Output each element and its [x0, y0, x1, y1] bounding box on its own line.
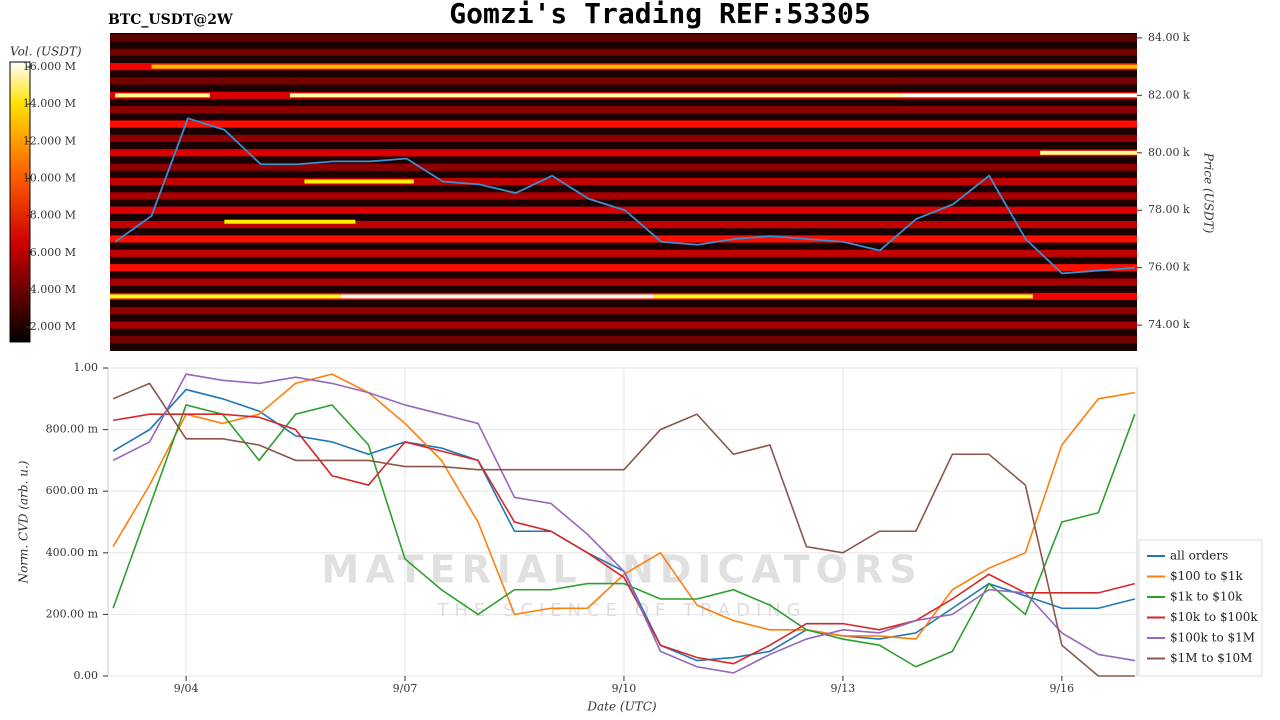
- y-tick-label: 200.00 m: [46, 607, 99, 620]
- heat-row: [110, 48, 1137, 56]
- cvd-line: [112, 382, 1135, 677]
- heat-row: [110, 163, 1137, 171]
- subtitle: BTC_USDT@2W: [108, 12, 233, 28]
- heat-row: [110, 221, 1137, 229]
- cvd-line: [112, 413, 1136, 665]
- y-tick-label: 76.00 k: [1148, 261, 1190, 274]
- liquidity-wall: [289, 93, 902, 98]
- y-tick-label: 600.00 m: [46, 484, 99, 497]
- heat-row: [110, 335, 1137, 344]
- heat-row: [110, 77, 1137, 85]
- colorbar-tick-label: 10.000 M: [23, 171, 76, 184]
- y-axis-label: Price (USDT): [1202, 152, 1216, 234]
- heat-row: [110, 278, 1137, 286]
- heat-row: [110, 149, 1137, 157]
- heat-row: [110, 307, 1137, 315]
- liquidity-wall: [1040, 150, 1137, 155]
- colorbar-tick-label: 16.000 M: [23, 60, 76, 73]
- heat-row: [110, 106, 1137, 114]
- x-axis-label: Date (UTC): [586, 700, 656, 714]
- colorbar-tick-label: 2.000 M: [30, 320, 76, 333]
- liquidity-wall: [340, 294, 655, 299]
- chart-title: Gomzi's Trading REF:53305: [449, 0, 870, 30]
- liquidity-wall: [654, 294, 1033, 299]
- liquidity-wall: [115, 93, 210, 98]
- x-tick-label: 9/04: [174, 682, 199, 695]
- heat-row: [110, 235, 1137, 243]
- liquidity-wall: [151, 64, 1137, 69]
- legend-label: $1M to $10M: [1170, 651, 1252, 665]
- legend: [1138, 539, 1263, 677]
- liquidity-wall: [901, 93, 1137, 98]
- colorbar-tick-label: 4.000 M: [30, 283, 76, 296]
- y-tick-label: 82.00 k: [1148, 88, 1190, 101]
- liquidity-wall: [110, 294, 341, 299]
- x-tick-label: 9/16: [1049, 682, 1074, 695]
- x-tick-label: 9/10: [612, 682, 637, 695]
- x-tick-label: 9/13: [831, 682, 856, 695]
- colorbar-tick-label: 6.000 M: [30, 246, 76, 259]
- legend-label: all orders: [1170, 549, 1228, 563]
- watermark-tagline: THE SCIENCE OF TRADING: [436, 600, 806, 621]
- liquidity-wall: [224, 219, 356, 224]
- colorbar-tick-label: 14.000 M: [23, 97, 76, 110]
- heat-row: [110, 192, 1137, 200]
- legend-label: $10k to $100k: [1170, 610, 1258, 624]
- legend-label: $1k to $10k: [1170, 590, 1243, 604]
- heat-row: [110, 134, 1137, 143]
- heat-row: [110, 249, 1137, 257]
- y-tick-label: 0.00: [74, 669, 99, 682]
- price-line: [114, 117, 1135, 275]
- x-tick-label: 9/07: [393, 682, 418, 695]
- y-tick-label: 800.00 m: [46, 423, 99, 436]
- colorbar-tick-label: 8.000 M: [30, 209, 76, 222]
- colorbar: [9, 61, 31, 343]
- liquidity-wall: [304, 179, 414, 184]
- cvd-line: [112, 373, 1135, 674]
- y-tick-label: 400.00 m: [46, 546, 99, 559]
- y-axis-label: Norm. CVD (arb. u.): [17, 460, 31, 584]
- heat-row: [110, 177, 1137, 186]
- cvd-line: [112, 373, 1135, 640]
- legend-label: $100 to $1k: [1170, 569, 1243, 583]
- colorbar-label: Vol. (USDT): [10, 45, 82, 59]
- y-tick-label: 74.00 k: [1148, 318, 1190, 331]
- y-tick-label: 78.00 k: [1148, 203, 1190, 216]
- cvd-line: [112, 404, 1136, 668]
- y-tick-label: 84.00 k: [1148, 31, 1190, 44]
- y-tick-label: 1.00: [74, 361, 99, 374]
- y-tick-label: 80.00 k: [1148, 146, 1190, 159]
- heat-row: [110, 120, 1137, 128]
- heat-row: [110, 264, 1137, 272]
- legend-label: $100k to $1M: [1170, 631, 1255, 645]
- heat-row: [110, 34, 1137, 42]
- heat-row: [110, 321, 1137, 329]
- colorbar-tick-label: 12.000 M: [23, 134, 76, 147]
